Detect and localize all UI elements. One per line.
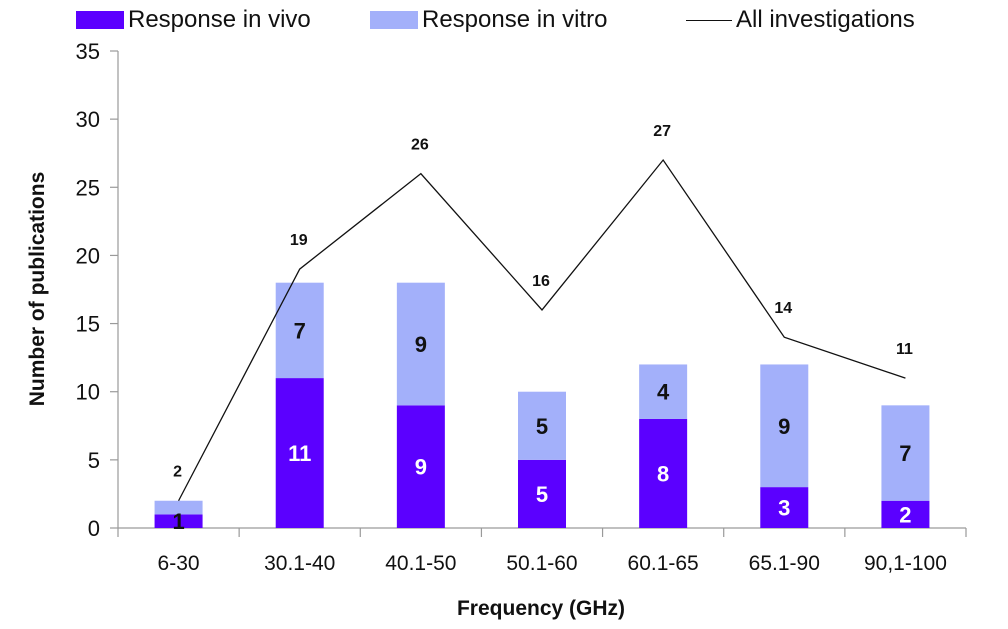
data-label-in-vitro: 9 [415, 332, 427, 357]
data-label-in-vitro: 5 [536, 414, 548, 439]
x-tick-label: 90,1-100 [864, 552, 947, 575]
y-tick-label: 5 [88, 448, 100, 473]
y-tick-label: 15 [76, 312, 100, 337]
bar-in-vitro [396, 282, 445, 406]
legend-swatch-in-vivo [76, 11, 124, 29]
bar-in-vitro [518, 391, 566, 460]
line-all-investigations [177, 158, 906, 502]
bar-in-vivo [396, 405, 445, 528]
y-tick-label: 25 [76, 175, 100, 200]
bar-in-vitro [154, 500, 203, 515]
data-label-all-investigations: 16 [532, 273, 550, 290]
x-tick-label: 60.1-65 [628, 552, 699, 575]
data-label-in-vivo: 8 [657, 461, 669, 486]
bar-in-vitro [881, 405, 930, 501]
legend-swatch-in-vitro [370, 11, 418, 29]
bar-in-vivo [760, 487, 809, 528]
x-tick-label: 50.1-60 [506, 552, 577, 575]
legend-label-in-vitro: Response in vitro [422, 6, 608, 33]
y-tick-label: 35 [76, 39, 100, 64]
data-label-in-vivo: 2 [899, 502, 911, 527]
data-label-all-investigations: 11 [896, 341, 913, 358]
y-tick-label: 20 [76, 243, 100, 268]
x-tick-label: 40.1-50 [385, 552, 456, 575]
bar-in-vivo [639, 418, 688, 528]
data-label-in-vivo: 3 [778, 496, 790, 521]
line-series [177, 158, 906, 502]
y-tick-label: 0 [88, 516, 100, 541]
data-label-in-vivo: 9 [415, 455, 427, 480]
legend-item-in-vivo: Response in vivo [76, 6, 311, 34]
bar-in-vitro [639, 364, 688, 419]
x-axis-title: Frequency (GHz) [457, 597, 625, 620]
data-label-in-vitro: 9 [778, 414, 790, 439]
data-label-in-vivo: 1 [172, 509, 184, 534]
y-axis-title: Number of publications [26, 172, 49, 407]
bar-in-vivo [518, 459, 566, 528]
data-label-all-investigations: 19 [290, 232, 308, 249]
data-label-all-investigations: 26 [411, 137, 429, 154]
data-label-in-vitro: 7 [294, 318, 306, 343]
legend-item-in-vitro: Response in vitro [370, 6, 607, 34]
x-tick-label: 65.1-90 [749, 552, 820, 575]
x-tick-label: 6-30 [158, 552, 200, 575]
data-label-all-investigations: 2 [173, 464, 182, 481]
legend-swatch-all [686, 19, 732, 21]
bar-in-vitro [760, 364, 809, 488]
legend: Response in vivo Response in vitro All i… [0, 6, 1008, 36]
bar-in-vivo [881, 500, 930, 528]
data-label-all-investigations: 14 [774, 300, 792, 317]
data-label-in-vitro: 7 [899, 441, 911, 466]
legend-label-in-vivo: Response in vivo [128, 6, 311, 33]
data-label-in-vivo: 5 [536, 482, 548, 507]
data-label-in-vivo: 11 [288, 441, 311, 466]
bar-in-vivo [275, 378, 324, 528]
legend-label-all: All investigations [736, 6, 915, 33]
y-tick-label: 30 [76, 107, 100, 132]
x-tick-label: 30.1-40 [264, 552, 335, 575]
legend-item-all: All investigations [686, 6, 915, 34]
data-label-all-investigations: 27 [653, 123, 671, 140]
data-label-in-vitro: 4 [657, 380, 670, 405]
y-tick-label: 10 [76, 380, 100, 405]
bar-in-vivo [154, 514, 203, 528]
